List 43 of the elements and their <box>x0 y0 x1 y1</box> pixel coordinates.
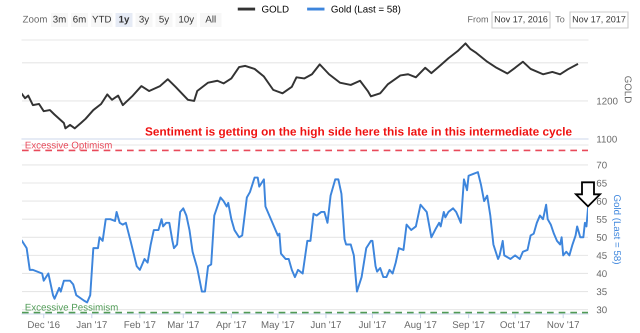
ref-line-label: Excessive Optimism <box>26 141 112 150</box>
text: 6m <box>73 16 86 23</box>
text: 5y <box>159 16 170 25</box>
text: To <box>555 16 564 22</box>
x-tick-label: May '17 <box>262 321 294 330</box>
text: 1y <box>119 16 130 25</box>
y-tick-label: 30 <box>596 306 607 314</box>
x-tick-label: Feb '17 <box>124 320 156 328</box>
y-tick-label: 40 <box>596 270 607 278</box>
y-tick-label: 1200 <box>597 98 618 105</box>
ref-line-label: Excessive Pessimism <box>26 303 118 311</box>
text: Zoom <box>22 16 47 23</box>
legend-label: Gold (Last = 58) <box>331 5 400 14</box>
y-tick-label: 35 <box>596 288 607 296</box>
text: 3m <box>53 16 66 23</box>
x-tick-label: Dec '16 <box>28 321 60 328</box>
x-tick-label: Apr '17 <box>216 321 246 330</box>
x-tick-label: Jan '17 <box>76 321 107 328</box>
text: Nov 17, 2016 <box>494 16 548 24</box>
y-tick-label: 45 <box>596 252 607 259</box>
x-tick-label: Jul '17 <box>358 320 386 328</box>
text: 3y <box>139 16 150 25</box>
y-tick-label: 55 <box>596 216 607 223</box>
y-tick-label: 50 <box>596 234 607 241</box>
y-axis-title: Gold (Last = 58) <box>612 195 622 264</box>
text: From <box>468 16 488 22</box>
x-tick-label: Nov '17 <box>548 321 580 328</box>
legend-label: GOLD <box>262 6 289 13</box>
text: 10y <box>179 16 194 25</box>
x-tick-label: Oct '17 <box>500 321 530 328</box>
x-tick-label: Jun '17 <box>310 321 341 328</box>
y-tick-label: 60 <box>596 198 607 205</box>
x-tick-label: Aug '17 <box>404 321 436 330</box>
y-tick-label: 1100 <box>597 136 617 143</box>
text: YTD <box>92 16 112 23</box>
y-axis-title: GOLD <box>624 76 632 103</box>
text: All <box>205 15 216 23</box>
y-tick-label: 65 <box>596 180 607 187</box>
x-tick-label: Mar '17 <box>168 321 199 328</box>
x-tick-label: Sep '17 <box>452 321 484 330</box>
text: Nov 17, 2017 <box>572 16 626 24</box>
annotation: Sentiment is getting on the high side here this late in this intermediate cycle <box>145 127 572 138</box>
y-tick-label: 70 <box>596 162 607 169</box>
